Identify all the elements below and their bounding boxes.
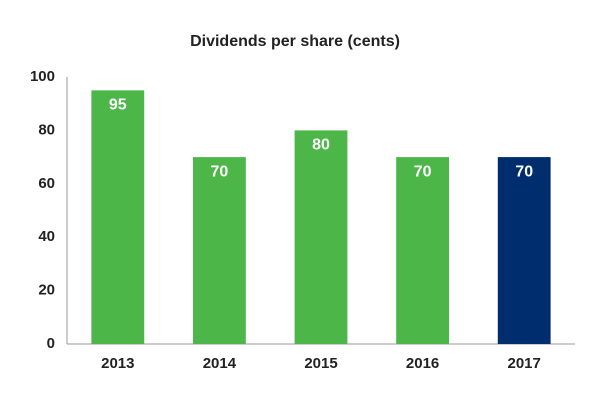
x-tick-label: 2013 xyxy=(101,355,134,372)
y-tick-label: 80 xyxy=(38,121,55,138)
x-tick-label: 2017 xyxy=(508,355,541,372)
y-tick-label: 60 xyxy=(38,175,55,192)
y-tick-label: 40 xyxy=(38,228,55,245)
value-label: 95 xyxy=(109,97,127,114)
chart-title: Dividends per share (cents) xyxy=(190,33,400,50)
value-label: 70 xyxy=(515,163,533,180)
bar xyxy=(294,130,348,344)
x-tick-label: 2016 xyxy=(406,355,439,372)
x-tick-label: 2015 xyxy=(304,355,337,372)
y-tick-label: 20 xyxy=(38,282,55,299)
bar xyxy=(91,90,145,344)
value-label: 70 xyxy=(414,163,432,180)
bar xyxy=(497,157,551,344)
x-tick-label: 2014 xyxy=(203,355,237,372)
value-label: 80 xyxy=(312,137,330,154)
y-tick-label: 100 xyxy=(30,68,55,85)
value-label: 70 xyxy=(211,163,229,180)
bar xyxy=(396,157,450,344)
y-tick-label: 0 xyxy=(47,335,55,352)
bar xyxy=(192,157,246,344)
